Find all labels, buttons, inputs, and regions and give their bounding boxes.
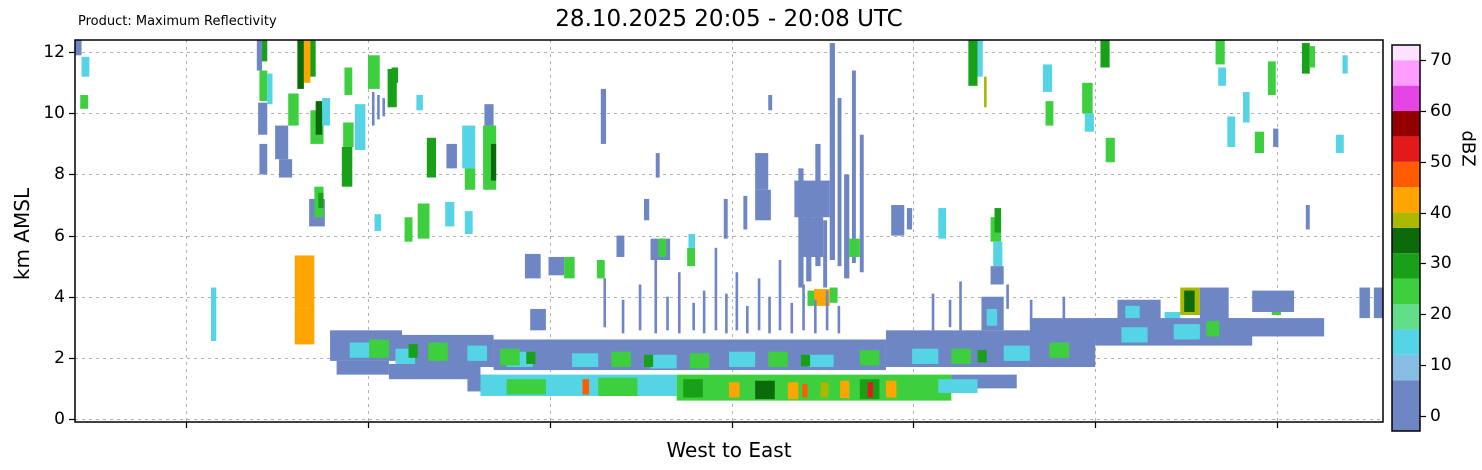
colorbar-tick-label: 50 [1430, 151, 1452, 172]
y-tick-label: 12 [43, 42, 65, 63]
y-tick-label: 8 [54, 164, 65, 185]
y-tick-label: 0 [54, 408, 65, 429]
colorbar-tick-label: 40 [1430, 202, 1452, 223]
colorbar-tick-label: 60 [1430, 101, 1452, 122]
y-tick-label: 6 [54, 225, 65, 246]
colorbar-label: dBZ [1457, 130, 1479, 167]
colorbar-tick-label: 0 [1430, 405, 1441, 426]
colorbar-tick-label: 30 [1430, 253, 1452, 274]
y-tick-label: 2 [54, 347, 65, 368]
y-tick-label: 4 [54, 286, 65, 307]
product-label: Product: Maximum Reflectivity [78, 14, 277, 29]
colorbar-tick-label: 10 [1430, 354, 1452, 375]
y-tick-label: 10 [43, 103, 65, 124]
x-axis-label: West to East [666, 438, 792, 462]
page-title: 28.10.2025 20:05 - 20:08 UTC [555, 6, 903, 32]
colorbar-tick-label: 70 [1430, 50, 1452, 71]
colorbar-tick-label: 20 [1430, 304, 1452, 325]
